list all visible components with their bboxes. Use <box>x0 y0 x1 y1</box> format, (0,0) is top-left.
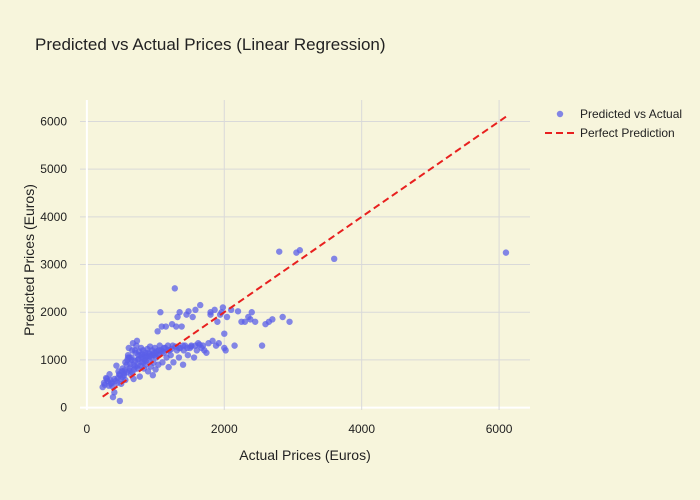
plot-area <box>99 115 510 405</box>
y-tick-label: 4000 <box>40 210 67 224</box>
scatter-point <box>258 342 266 349</box>
scatter-point <box>215 340 222 347</box>
scatter-point <box>167 351 174 359</box>
scatter-point <box>222 347 229 354</box>
scatter-point <box>172 323 180 330</box>
scatter-point <box>296 247 304 254</box>
y-tick-label: 0 <box>60 401 67 415</box>
scatter-point <box>134 356 141 364</box>
scatter-point <box>189 313 196 321</box>
y-tick-label: 5000 <box>40 162 67 176</box>
scatter-point <box>185 308 192 315</box>
scatter-point <box>171 285 179 292</box>
scatter-point <box>149 371 157 379</box>
scatter-point <box>144 368 152 375</box>
scatter-point <box>174 313 181 321</box>
scatter-point <box>207 311 214 318</box>
perfect-prediction-line <box>102 115 507 398</box>
scatter-point <box>152 366 159 373</box>
x-tick-label: 2000 <box>211 422 238 436</box>
legend-marker-scatter <box>556 110 564 118</box>
scatter-point <box>105 382 113 389</box>
scatter-point <box>142 357 150 365</box>
scatter-point <box>211 306 218 314</box>
scatter-point <box>209 337 216 345</box>
scatter-point <box>214 318 221 325</box>
scatter-point <box>170 359 177 366</box>
scatter-point <box>178 323 185 330</box>
x-axis-ticks: 0 2000 4000 6000 <box>84 422 513 436</box>
scatter-point <box>159 359 166 366</box>
scatter-point <box>184 351 192 359</box>
scatter-point <box>122 359 129 366</box>
scatter-point <box>119 365 126 372</box>
scatter-point <box>502 249 510 256</box>
scatter-point <box>190 354 198 361</box>
x-axis-label: Actual Prices (Euros) <box>239 447 370 463</box>
x-tick-label: 0 <box>84 422 91 436</box>
scatter-point <box>175 354 183 361</box>
scatter-point <box>248 309 255 316</box>
chart-title: Predicted vs Actual Prices (Linear Regre… <box>35 35 386 54</box>
scatter-point <box>279 313 286 321</box>
scatter-point <box>247 316 254 323</box>
scatter-point <box>154 328 161 335</box>
scatter-point <box>113 362 120 369</box>
scatter-point <box>126 354 133 361</box>
scatter-point <box>162 323 170 330</box>
scatter-point <box>131 347 139 354</box>
scatter-point <box>223 313 231 321</box>
scatter-point <box>133 337 141 345</box>
scatter-point <box>330 255 338 263</box>
scatter-point <box>136 373 143 380</box>
scatter-point <box>231 342 238 349</box>
y-tick-label: 1000 <box>40 353 67 367</box>
scatter-point <box>196 341 203 348</box>
y-tick-label: 6000 <box>40 114 67 128</box>
scatter-point <box>179 361 187 368</box>
scatter-point <box>219 304 227 311</box>
scatter-point <box>203 349 210 356</box>
scatter-point <box>116 397 124 405</box>
legend-label-scatter: Predicted vs Actual <box>580 107 682 121</box>
y-axis-ticks: 0 1000 2000 3000 4000 5000 6000 <box>40 114 67 414</box>
x-tick-label: 6000 <box>486 422 513 436</box>
scatter-point <box>165 363 172 371</box>
scatter-point <box>106 371 113 378</box>
scatter-point <box>241 318 249 325</box>
scatter-point <box>176 309 183 316</box>
scatter-point <box>197 301 204 309</box>
scatter-point <box>157 309 164 316</box>
scatter-point <box>221 330 228 337</box>
scatter-point <box>192 306 199 314</box>
scatter-point <box>269 316 276 323</box>
scatter-point <box>286 318 293 325</box>
scatter-point <box>150 359 157 366</box>
y-axis-label: Predicted Prices (Euros) <box>21 184 37 336</box>
x-tick-label: 4000 <box>348 422 375 436</box>
scatter-point <box>276 248 283 255</box>
scatter-point <box>113 379 121 387</box>
legend: Predicted vs Actual Perfect Prediction <box>545 107 682 140</box>
scatter-point <box>251 318 259 325</box>
legend-label-line: Perfect Prediction <box>580 126 675 140</box>
y-tick-label: 2000 <box>40 305 67 319</box>
y-tick-label: 3000 <box>40 258 67 272</box>
scatter-point <box>107 376 114 384</box>
scatter-point <box>234 308 242 315</box>
